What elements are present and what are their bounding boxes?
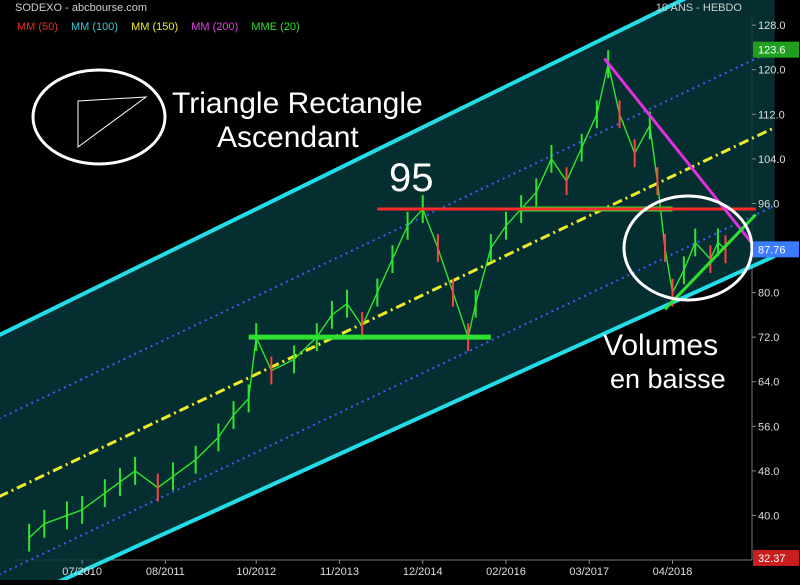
- legend-item-mm150: MM (150): [131, 21, 179, 33]
- chart-period: 10 ANS - HEBDO: [655, 2, 742, 14]
- y-tick-label: 96.0: [758, 198, 779, 210]
- legend-item-mme20: MME (20): [251, 21, 300, 33]
- y-tick-label: 40.0: [758, 510, 779, 522]
- triangle-icon-frame: [31, 68, 167, 166]
- price-marker-label: 87.76: [758, 244, 786, 256]
- y-tick-label: 64.0: [758, 377, 779, 389]
- x-tick-label: 04/2018: [653, 566, 693, 578]
- x-tick-label: 08/2011: [146, 566, 185, 578]
- y-tick-label: 48.0: [758, 466, 779, 478]
- price-marker-label: 123.6: [758, 45, 786, 57]
- price-marker-box: [753, 549, 799, 566]
- price-marker-label: 32.37: [758, 553, 786, 565]
- legend: MM (50) MM (100) MM (150) MM (200) MME (…: [17, 21, 310, 33]
- legend-item-mm100: MM (100): [71, 21, 119, 33]
- triangle-icon: [77, 96, 148, 148]
- x-tick-label: 02/2016: [486, 566, 526, 578]
- pattern-title-line2: Ascendant: [217, 121, 359, 154]
- volume-line2: en baisse: [610, 364, 726, 394]
- y-tick-label: 120.0: [758, 65, 786, 77]
- price-marker-box: [753, 41, 799, 58]
- chart-title: SODEXO - abcbourse.com: [15, 2, 148, 14]
- x-tick-label: 12/2014: [403, 566, 443, 578]
- channel-lower-line: [46, 254, 776, 585]
- y-tick-label: 80.0: [758, 288, 779, 300]
- volume-line1: Volumes: [603, 329, 719, 362]
- channel-upper-line: [0, 0, 687, 337]
- channel-midline: [0, 126, 776, 498]
- x-tick-label: 03/2017: [569, 566, 609, 578]
- legend-item-mm200: MM (200): [191, 21, 239, 33]
- y-tick-label: 104.0: [758, 154, 786, 166]
- rising-support-line: [663, 213, 757, 311]
- y-tick-label: 112.0: [758, 109, 785, 121]
- price-line: [28, 63, 726, 539]
- price-marker-box: [753, 241, 799, 258]
- x-tick-label: 10/2012: [236, 566, 276, 578]
- highlight-ellipse: [622, 194, 754, 302]
- y-tick-label: 56.0: [758, 421, 779, 433]
- y-tick-label: 72.0: [758, 332, 779, 344]
- x-tick-label: 11/2013: [320, 566, 359, 578]
- resistance-label: 95: [389, 156, 434, 200]
- falling-resistance-line: [603, 57, 757, 249]
- x-tick-label: 07/2010: [62, 566, 102, 578]
- y-tick-label: 128.0: [758, 20, 786, 32]
- legend-item-mm50: MM (50): [17, 21, 58, 33]
- pattern-title-line1: Triangle Rectangle: [172, 87, 423, 120]
